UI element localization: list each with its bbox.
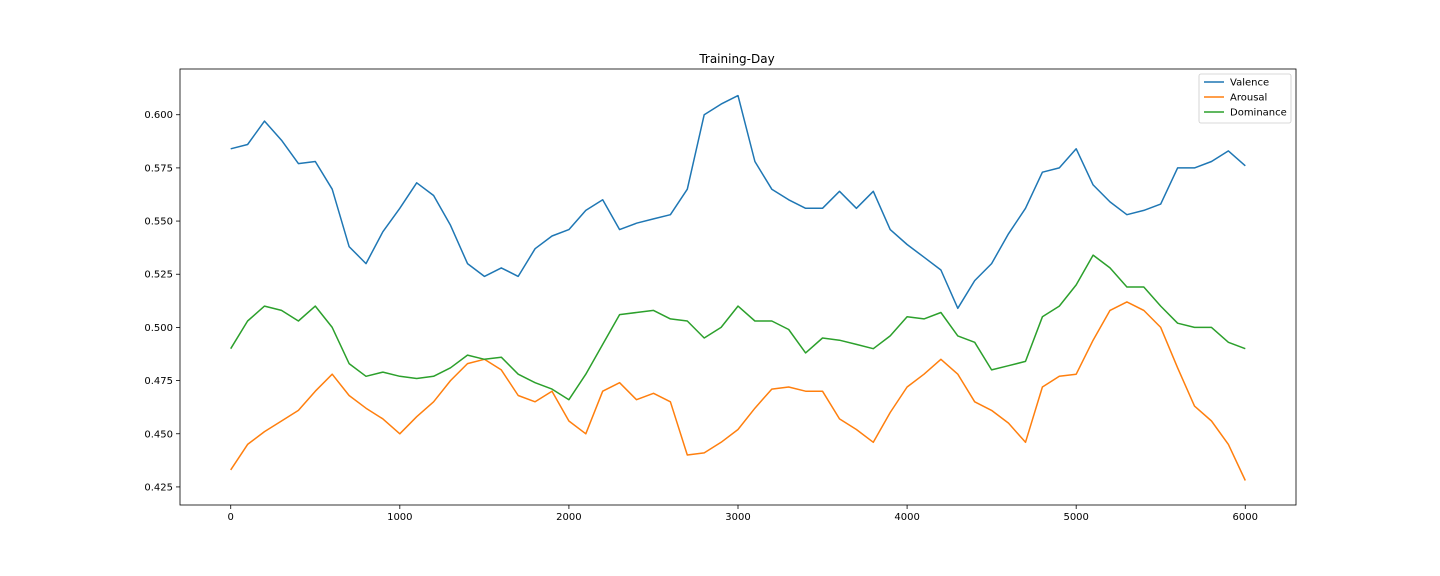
y-tick-label: 0.550 — [144, 217, 173, 228]
series-layer — [230, 94, 1246, 481]
x-tick-label: 4000 — [894, 512, 919, 523]
y-tick-label: 0.525 — [144, 270, 173, 281]
legend-label-valence: Valence — [1230, 78, 1269, 89]
y-tick-label: 0.600 — [144, 110, 173, 121]
legend: Valence Arousal Dominance — [1198, 73, 1292, 124]
series-line-valence — [230, 94, 1246, 310]
axes-layer: 0 1000 2000 3000 4000 5000 6000 0.425 0.450 0.475… — [144, 68, 1297, 523]
x-tick-label: 5000 — [1063, 512, 1088, 523]
y-tick-label: 0.575 — [144, 163, 173, 174]
legend-label-arousal: Arousal — [1230, 93, 1267, 104]
x-tick-label: 3000 — [725, 512, 750, 523]
legend-label-dominance: Dominance — [1230, 108, 1287, 119]
series-line-dominance — [230, 254, 1246, 401]
y-tick-label: 0.500 — [144, 323, 173, 334]
x-tick-label: 6000 — [1233, 512, 1258, 523]
chart-title: Training-Day — [698, 52, 774, 66]
y-tick-label: 0.475 — [144, 376, 173, 387]
series-line-arousal — [230, 301, 1246, 481]
legend-box — [1198, 73, 1292, 124]
x-tick-label: 1000 — [387, 512, 412, 523]
y-tick-label: 0.450 — [144, 429, 173, 440]
y-tick-label: 0.425 — [144, 482, 173, 493]
x-tick-label: 0 — [228, 512, 234, 523]
x-tick-label: 2000 — [556, 512, 581, 523]
